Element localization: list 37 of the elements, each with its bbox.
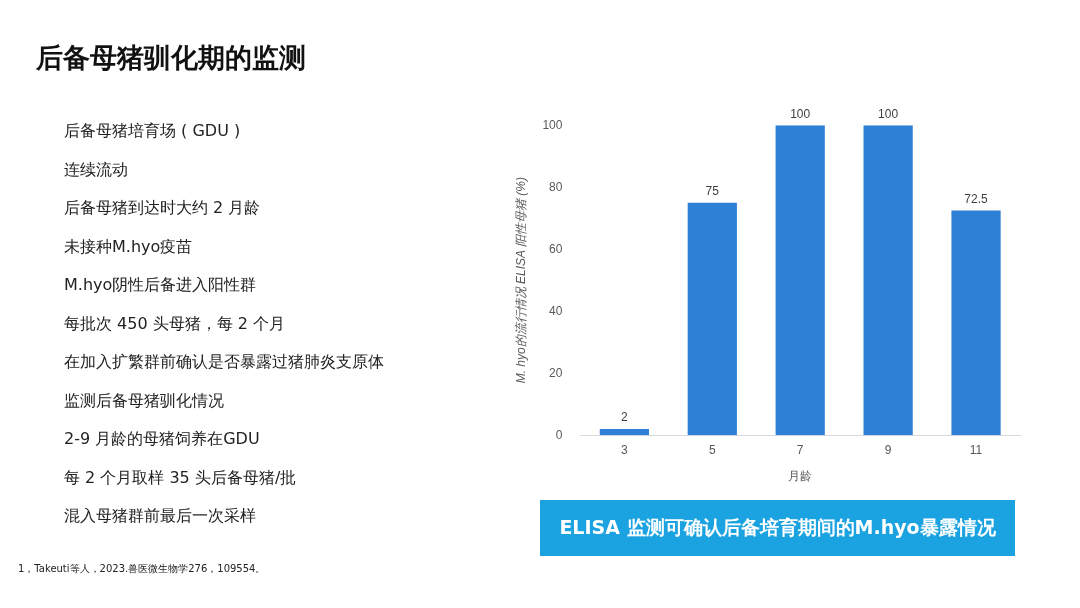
- text: 每批次 450 头母猪，每 2 个月: [63, 312, 287, 335]
- x-tick-label: 9: [884, 442, 892, 457]
- text: 后备母猪培育场 ( GDU ): [63, 120, 242, 142]
- data-label: 75: [705, 184, 720, 199]
- text: 后备母猪到达时大约 2 月龄: [63, 197, 262, 219]
- y-tick-label: 20: [549, 365, 563, 380]
- text: 2-9 月龄的母猪饲养在GDU: [63, 428, 261, 450]
- x-tick-label: 7: [796, 442, 804, 457]
- y-tick-label: 40: [549, 303, 563, 318]
- text: 每 2 个月取样 35 头后备母猪/批: [63, 466, 298, 489]
- text: 在加入扩繁群前确认是否暴露过猪肺炎支原体: [63, 351, 385, 373]
- data-label: 100: [790, 106, 811, 121]
- text: 连续流动: [63, 158, 129, 181]
- x-tick-label: 5: [708, 442, 716, 457]
- bar: [951, 210, 1001, 436]
- bar: [687, 202, 737, 436]
- data-label: 2: [621, 410, 629, 425]
- text: 1，Takeuti等人，2023.兽医微生物学276，109554。: [18, 562, 266, 576]
- text: 未接种M.hyo疫苗: [63, 235, 194, 258]
- data-label: 72.5: [964, 191, 989, 206]
- x-axis-title: 月龄: [788, 469, 813, 484]
- bar: [863, 125, 913, 436]
- text: ELISA 监测可确认后备培育期间的M.hyo暴露情况: [540, 500, 1015, 556]
- text: 混入母猪群前最后一次采样: [63, 505, 257, 527]
- y-tick-label: 80: [549, 179, 563, 194]
- y-tick-label: 60: [549, 241, 563, 256]
- bar: [599, 429, 649, 436]
- bar: [775, 125, 825, 436]
- data-label: 100: [878, 106, 899, 121]
- y-tick-label: 100: [542, 117, 563, 132]
- text: 监测后备母猪驯化情况: [63, 389, 225, 412]
- text: 后备母猪驯化期的监测: [36, 41, 306, 75]
- y-axis-title: M. hyo的流行情况 ELISA 阳性母猪 (%): [513, 177, 528, 384]
- x-tick-label: 3: [621, 442, 629, 457]
- x-tick-label: 11: [969, 442, 983, 457]
- text: M.hyo阴性后备进入阳性群: [63, 274, 258, 296]
- y-tick-label: 0: [555, 427, 563, 442]
